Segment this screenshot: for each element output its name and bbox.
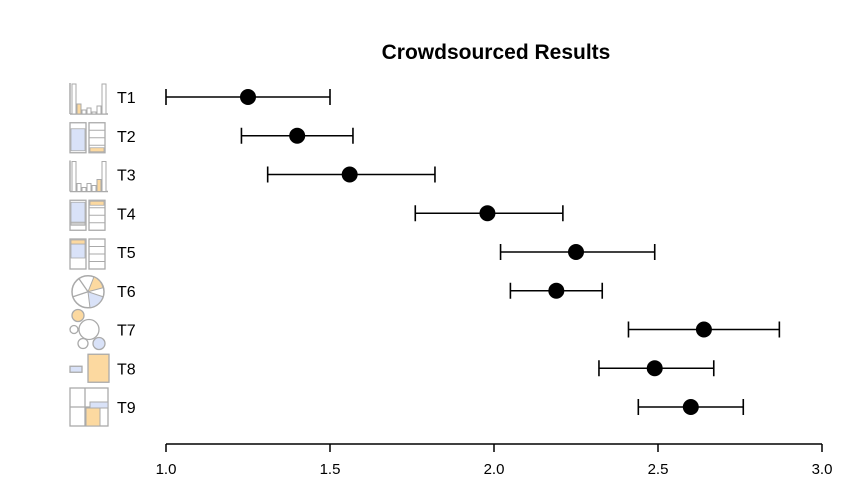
row-label: T1 bbox=[117, 90, 136, 107]
x-tick-label: 1.5 bbox=[320, 461, 341, 478]
row-label: T2 bbox=[117, 129, 136, 146]
row-t7: T7 bbox=[69, 308, 781, 351]
row-t5: T5 bbox=[69, 238, 656, 270]
bar-chart-icon bbox=[69, 160, 108, 193]
area-comparison-icon bbox=[69, 353, 110, 383]
mean-point bbox=[695, 321, 712, 338]
row-t9: T9 bbox=[69, 387, 745, 427]
row-t8: T8 bbox=[69, 353, 715, 383]
x-tick-label: 3.0 bbox=[812, 461, 833, 478]
mean-point bbox=[341, 166, 358, 183]
mean-point bbox=[548, 282, 565, 299]
x-tick-label: 1.0 bbox=[156, 461, 177, 478]
row-label: T5 bbox=[117, 245, 136, 262]
stacked-bar-icon bbox=[69, 122, 106, 154]
row-t4: T4 bbox=[69, 199, 564, 231]
row-t6: T6 bbox=[71, 275, 604, 309]
row-label: T4 bbox=[117, 206, 136, 223]
row-label: T7 bbox=[117, 323, 136, 340]
row-label: T9 bbox=[117, 400, 136, 417]
row-t1: T1 bbox=[69, 83, 331, 115]
row-label: T8 bbox=[117, 361, 136, 378]
chart-title: Crowdsourced Results bbox=[382, 41, 611, 64]
mean-point bbox=[568, 244, 584, 260]
pie-chart-icon bbox=[71, 275, 105, 309]
mean-point bbox=[646, 360, 663, 377]
x-tick-label: 2.0 bbox=[484, 461, 505, 478]
rows-group: T1 T2 T3 T4 T5 T6 T7 T8 T9 bbox=[69, 83, 781, 427]
x-axis: 1.0 1.5 2.0 2.5 3.0 bbox=[156, 443, 833, 478]
treemap-icon bbox=[69, 387, 109, 427]
stacked-bar-icon bbox=[69, 199, 106, 231]
mean-point bbox=[289, 127, 306, 144]
row-label: T3 bbox=[117, 168, 136, 185]
bubble-chart-icon bbox=[69, 308, 106, 351]
row-t3: T3 bbox=[69, 160, 436, 193]
mean-point bbox=[682, 399, 699, 415]
row-t2: T2 bbox=[69, 122, 354, 154]
x-tick-label: 2.5 bbox=[648, 461, 669, 478]
row-label: T6 bbox=[117, 284, 136, 301]
mean-point bbox=[479, 205, 496, 222]
bar-chart-icon bbox=[69, 83, 108, 115]
stacked-bar-icon bbox=[69, 238, 106, 270]
mean-point bbox=[240, 89, 256, 105]
